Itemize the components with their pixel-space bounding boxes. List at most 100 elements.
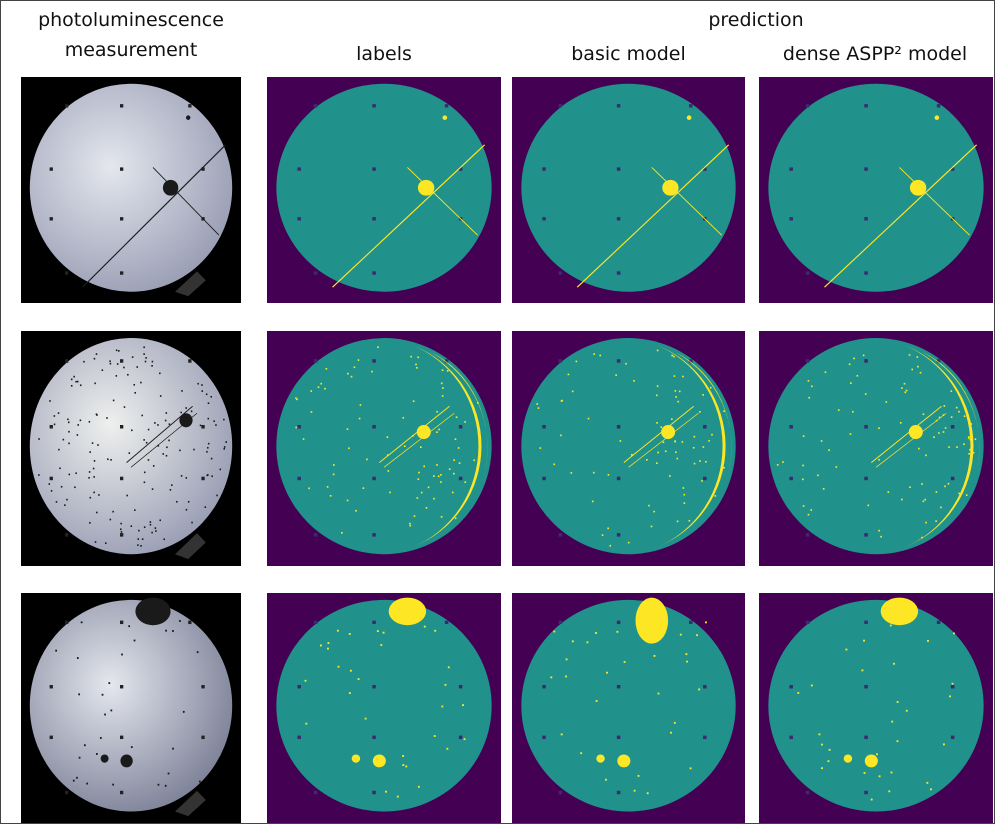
speckle bbox=[67, 419, 69, 421]
defect bbox=[418, 180, 434, 196]
speckle bbox=[956, 407, 958, 409]
speckle bbox=[949, 695, 951, 697]
speckle bbox=[808, 514, 810, 516]
speckle bbox=[223, 419, 225, 421]
speckle bbox=[797, 692, 799, 694]
defect bbox=[120, 754, 132, 767]
marker bbox=[459, 477, 463, 481]
marker bbox=[806, 621, 810, 624]
speckle bbox=[402, 764, 404, 766]
speckle bbox=[680, 634, 682, 636]
speckle bbox=[674, 390, 676, 392]
speckle bbox=[134, 509, 136, 511]
speckle bbox=[64, 504, 66, 506]
speckle bbox=[106, 417, 108, 419]
speckle bbox=[616, 631, 618, 633]
speckle bbox=[168, 440, 170, 442]
speckle bbox=[418, 786, 420, 788]
speckle bbox=[211, 475, 213, 477]
speckle bbox=[145, 361, 147, 363]
speckle bbox=[906, 710, 908, 712]
speckle bbox=[159, 372, 161, 374]
speckle bbox=[108, 682, 110, 684]
speckle bbox=[449, 468, 451, 470]
speckle bbox=[906, 390, 908, 392]
speckle bbox=[123, 367, 125, 369]
marker bbox=[314, 104, 318, 107]
speckle bbox=[693, 447, 695, 449]
speckle bbox=[845, 649, 847, 651]
speckle bbox=[811, 385, 813, 387]
speckle bbox=[305, 723, 307, 725]
marker bbox=[201, 425, 204, 429]
defect bbox=[596, 754, 604, 762]
segmentation-image bbox=[512, 593, 745, 823]
marker bbox=[372, 359, 376, 363]
speckle bbox=[887, 491, 889, 493]
wafer bbox=[276, 84, 491, 292]
marker bbox=[120, 217, 123, 220]
speckle bbox=[656, 462, 658, 464]
speckle bbox=[690, 767, 692, 769]
speckle bbox=[155, 527, 157, 529]
marker bbox=[120, 167, 123, 170]
speckle bbox=[436, 464, 438, 466]
marker bbox=[65, 533, 68, 537]
marker bbox=[864, 104, 868, 107]
speckle bbox=[684, 494, 686, 496]
speckle bbox=[409, 523, 411, 525]
speckle bbox=[79, 757, 81, 759]
defect bbox=[101, 754, 109, 762]
speckle bbox=[358, 678, 360, 680]
speckle bbox=[958, 493, 960, 495]
speckle bbox=[694, 463, 696, 465]
speckle bbox=[383, 632, 385, 634]
speckle bbox=[930, 788, 932, 790]
marker bbox=[188, 359, 191, 363]
marker bbox=[617, 359, 620, 363]
speckle bbox=[104, 714, 106, 716]
speckle bbox=[878, 427, 880, 429]
marker bbox=[65, 791, 68, 794]
marker bbox=[120, 621, 123, 624]
speckle bbox=[455, 517, 457, 519]
speckle bbox=[441, 383, 443, 385]
speckle bbox=[110, 519, 112, 521]
speckle bbox=[648, 638, 650, 640]
speckle bbox=[387, 436, 389, 438]
speckle bbox=[83, 361, 85, 363]
speckle bbox=[151, 532, 153, 534]
speckle bbox=[904, 391, 906, 393]
speckle bbox=[818, 733, 820, 735]
speckle bbox=[956, 446, 958, 448]
speckle bbox=[109, 360, 111, 362]
speckle bbox=[561, 733, 563, 735]
marker bbox=[445, 104, 449, 107]
speckle bbox=[829, 749, 831, 751]
speckle bbox=[473, 459, 475, 461]
marker bbox=[864, 477, 868, 481]
wafer bbox=[768, 338, 983, 554]
speckle bbox=[933, 436, 935, 438]
speckle bbox=[113, 400, 115, 402]
speckle bbox=[679, 391, 681, 393]
speckle bbox=[953, 633, 955, 635]
speckle bbox=[120, 528, 122, 530]
speckle bbox=[827, 760, 829, 762]
speckle bbox=[850, 433, 852, 435]
speckle bbox=[891, 772, 893, 774]
speckle bbox=[440, 474, 442, 476]
speckle bbox=[689, 520, 691, 522]
speckle bbox=[56, 501, 58, 503]
speckle bbox=[77, 657, 79, 659]
speckle bbox=[80, 384, 82, 386]
speckle bbox=[365, 718, 367, 720]
speckle bbox=[656, 394, 658, 396]
marker bbox=[806, 791, 810, 794]
speckle bbox=[327, 486, 329, 488]
speckle bbox=[71, 385, 73, 387]
speckle bbox=[162, 453, 164, 455]
speckle bbox=[151, 365, 153, 367]
speckle bbox=[137, 538, 139, 540]
speckle bbox=[349, 633, 351, 635]
